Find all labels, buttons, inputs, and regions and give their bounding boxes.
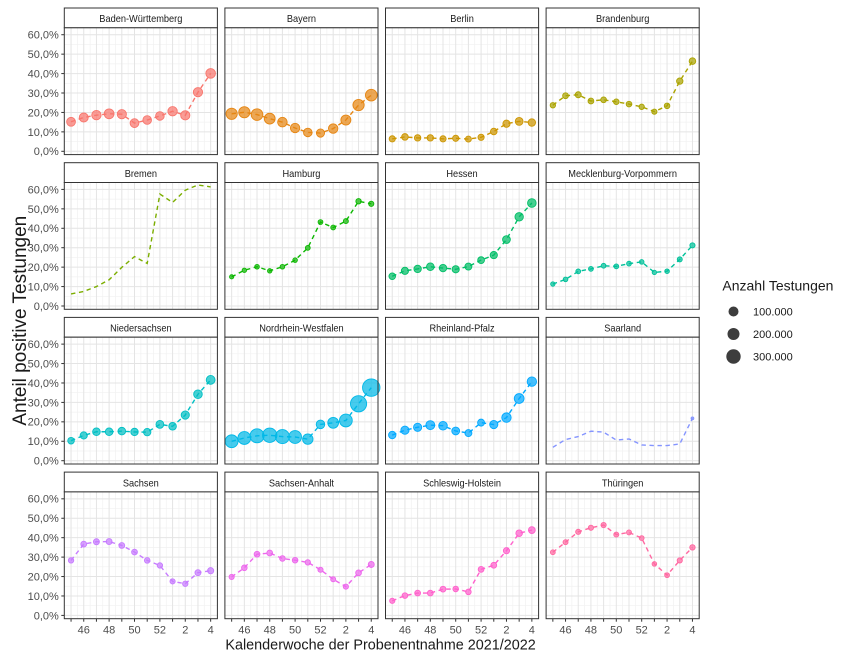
svg-text:Schleswig-Holstein: Schleswig-Holstein [423, 478, 501, 489]
svg-text:100.000: 100.000 [753, 306, 793, 318]
svg-text:Saarland: Saarland [604, 324, 641, 335]
svg-text:60,0%: 60,0% [28, 184, 59, 196]
svg-text:46: 46 [78, 625, 90, 637]
svg-text:4: 4 [529, 625, 535, 637]
svg-text:200.000: 200.000 [753, 329, 793, 341]
svg-text:50,0%: 50,0% [28, 358, 59, 370]
svg-text:50: 50 [128, 625, 140, 637]
svg-text:Kalenderwoche der Probenentnah: Kalenderwoche der Probenentnahme 2021/20… [225, 637, 535, 653]
svg-text:46: 46 [399, 625, 411, 637]
svg-text:Niedersachsen: Niedersachsen [110, 324, 172, 335]
svg-text:Hamburg: Hamburg [282, 169, 320, 180]
svg-text:30,0%: 30,0% [28, 88, 59, 100]
svg-text:20,0%: 20,0% [28, 262, 59, 274]
svg-text:0,0%: 0,0% [34, 146, 59, 158]
svg-text:50: 50 [289, 625, 301, 637]
svg-text:4: 4 [208, 625, 214, 637]
svg-text:2: 2 [664, 625, 670, 637]
svg-text:Berlin: Berlin [450, 14, 474, 25]
svg-text:10,0%: 10,0% [28, 281, 59, 293]
svg-text:Mecklenburg-Vorpommern: Mecklenburg-Vorpommern [568, 169, 677, 180]
svg-text:20,0%: 20,0% [28, 571, 59, 583]
svg-text:Anzahl Testungen: Anzahl Testungen [722, 278, 833, 294]
svg-text:0,0%: 0,0% [34, 301, 59, 313]
svg-text:48: 48 [264, 625, 276, 637]
svg-text:30,0%: 30,0% [28, 552, 59, 564]
svg-text:60,0%: 60,0% [28, 30, 59, 42]
svg-text:Sachsen: Sachsen [123, 478, 159, 489]
svg-text:2: 2 [503, 625, 509, 637]
svg-text:Rheinland-Pfalz: Rheinland-Pfalz [430, 324, 495, 335]
svg-text:48: 48 [585, 625, 597, 637]
svg-text:Baden-Württemberg: Baden-Württemberg [99, 14, 182, 25]
svg-text:50,0%: 50,0% [28, 204, 59, 216]
svg-text:4: 4 [368, 625, 374, 637]
svg-text:60,0%: 60,0% [28, 494, 59, 506]
svg-text:50: 50 [450, 625, 462, 637]
svg-text:52: 52 [636, 625, 648, 637]
svg-text:Sachsen-Anhalt: Sachsen-Anhalt [269, 478, 334, 489]
svg-text:50: 50 [610, 625, 622, 637]
svg-text:30,0%: 30,0% [28, 397, 59, 409]
svg-text:10,0%: 10,0% [28, 436, 59, 448]
svg-text:50,0%: 50,0% [28, 49, 59, 61]
svg-text:Anteil positive Testungen: Anteil positive Testungen [10, 216, 31, 426]
svg-text:40,0%: 40,0% [28, 223, 59, 235]
svg-text:2: 2 [182, 625, 188, 637]
svg-text:52: 52 [154, 625, 166, 637]
svg-text:300.000: 300.000 [753, 351, 793, 363]
svg-text:Bremen: Bremen [125, 169, 157, 180]
svg-text:Nordrhein-Westfalen: Nordrhein-Westfalen [259, 324, 344, 335]
svg-text:0,0%: 0,0% [34, 610, 59, 622]
svg-text:2: 2 [343, 625, 349, 637]
svg-text:10,0%: 10,0% [28, 127, 59, 139]
svg-text:46: 46 [559, 625, 571, 637]
svg-text:Bayern: Bayern [287, 14, 316, 25]
svg-text:Thüringen: Thüringen [602, 478, 644, 489]
svg-text:40,0%: 40,0% [28, 68, 59, 80]
svg-text:20,0%: 20,0% [28, 107, 59, 119]
svg-text:40,0%: 40,0% [28, 378, 59, 390]
svg-text:30,0%: 30,0% [28, 243, 59, 255]
svg-text:Hessen: Hessen [446, 169, 477, 180]
svg-text:50,0%: 50,0% [28, 513, 59, 525]
svg-text:48: 48 [103, 625, 115, 637]
svg-text:40,0%: 40,0% [28, 533, 59, 545]
svg-text:20,0%: 20,0% [28, 417, 59, 429]
svg-text:48: 48 [424, 625, 436, 637]
svg-text:60,0%: 60,0% [28, 339, 59, 351]
svg-text:52: 52 [475, 625, 487, 637]
svg-text:46: 46 [238, 625, 250, 637]
svg-text:10,0%: 10,0% [28, 591, 59, 603]
svg-text:0,0%: 0,0% [34, 456, 59, 468]
svg-text:4: 4 [689, 625, 695, 637]
svg-text:Brandenburg: Brandenburg [596, 14, 650, 25]
svg-text:52: 52 [314, 625, 326, 637]
